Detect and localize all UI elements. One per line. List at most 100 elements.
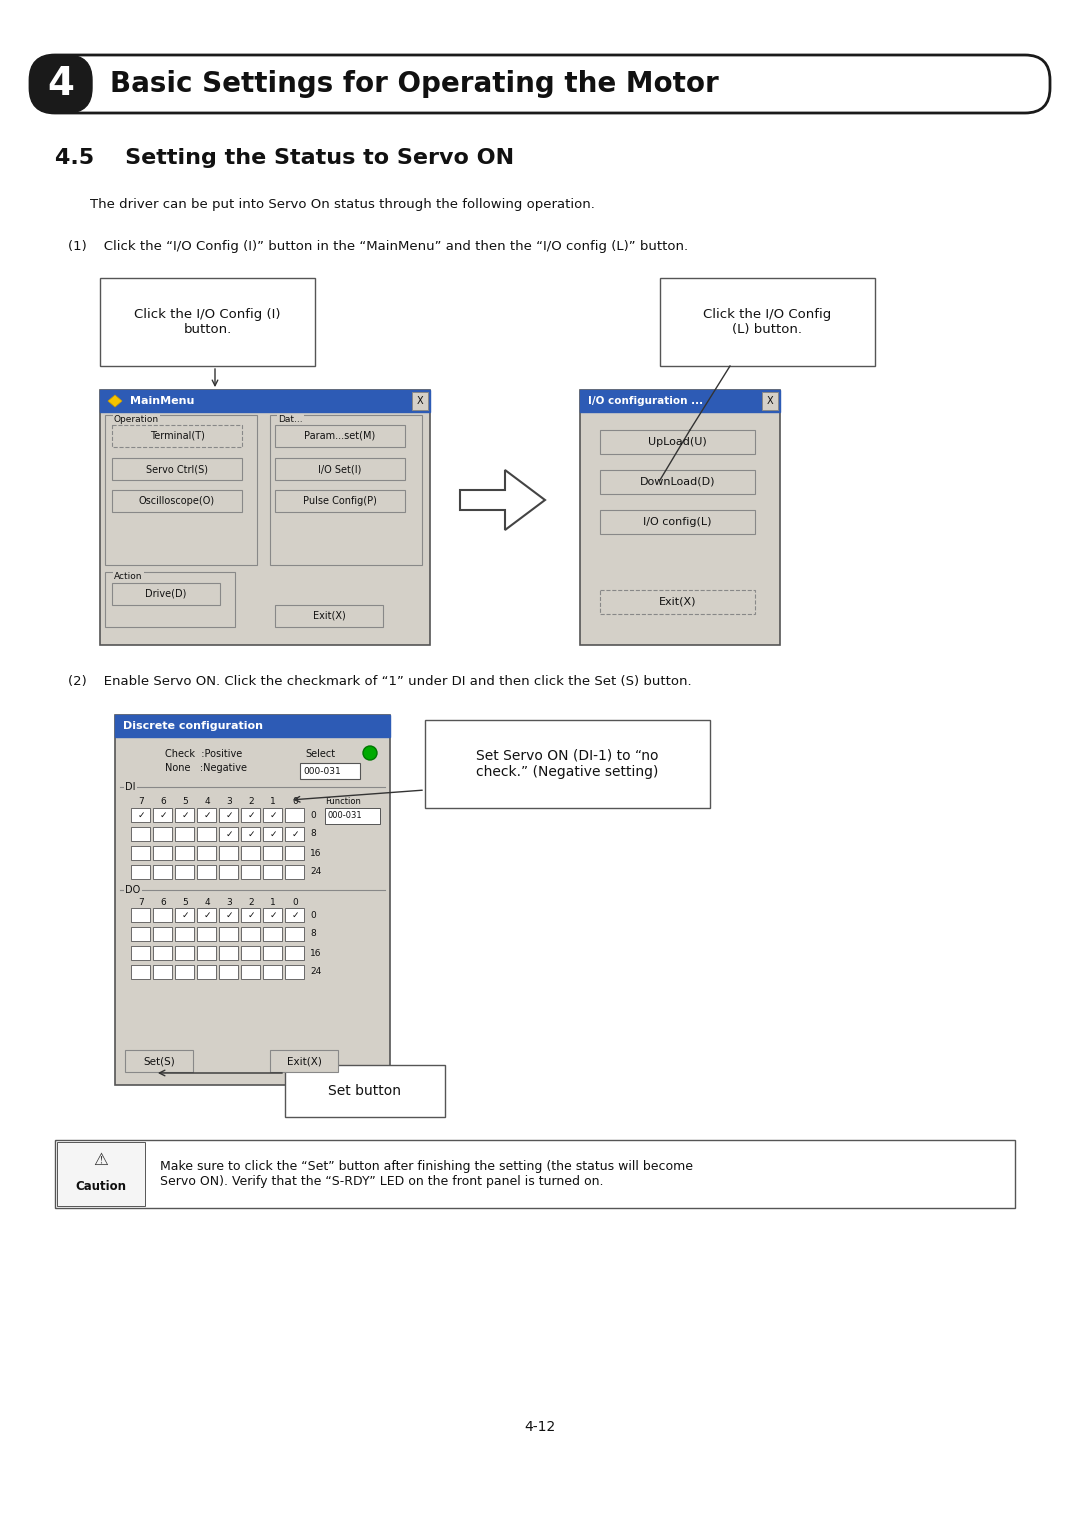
- Text: 5: 5: [183, 898, 188, 908]
- Text: Function: Function: [325, 798, 361, 805]
- Text: Click the I/O Config
(L) button.: Click the I/O Config (L) button.: [703, 309, 832, 336]
- Text: 5: 5: [183, 798, 188, 805]
- Bar: [219, 808, 238, 822]
- Text: ✓: ✓: [203, 911, 211, 920]
- Text: 24: 24: [310, 868, 321, 877]
- Text: 0: 0: [310, 810, 315, 819]
- Text: ✓: ✓: [181, 911, 189, 920]
- Text: (1)    Click the “I/O Config (I)” button in the “MainMenu” and then the “I/O con: (1) Click the “I/O Config (I)” button in…: [68, 240, 688, 254]
- Text: 000-031: 000-031: [327, 811, 362, 821]
- Bar: [600, 590, 755, 614]
- Text: ✓: ✓: [247, 911, 255, 920]
- Bar: [241, 827, 260, 840]
- Bar: [426, 720, 710, 808]
- Bar: [153, 908, 172, 921]
- Bar: [285, 808, 303, 822]
- Bar: [153, 865, 172, 879]
- Text: 3: 3: [226, 798, 232, 805]
- Bar: [219, 865, 238, 879]
- Text: 2: 2: [248, 798, 254, 805]
- Bar: [197, 865, 216, 879]
- Text: ✓: ✓: [269, 810, 276, 819]
- Bar: [600, 429, 755, 454]
- Bar: [175, 908, 194, 921]
- Bar: [131, 847, 150, 860]
- Bar: [241, 908, 260, 921]
- Bar: [197, 847, 216, 860]
- Text: 4.5    Setting the Status to Servo ON: 4.5 Setting the Status to Servo ON: [55, 148, 514, 168]
- Bar: [762, 393, 778, 410]
- Bar: [219, 946, 238, 960]
- Bar: [285, 827, 303, 840]
- Text: Basic Settings for Operating the Motor: Basic Settings for Operating the Motor: [110, 70, 719, 98]
- Text: ✓: ✓: [247, 830, 255, 839]
- Bar: [100, 278, 315, 367]
- Text: 0: 0: [292, 798, 298, 805]
- Bar: [264, 908, 282, 921]
- Text: Exit(X): Exit(X): [312, 611, 346, 620]
- Text: Caution: Caution: [76, 1180, 126, 1192]
- Bar: [175, 827, 194, 840]
- Bar: [219, 908, 238, 921]
- Text: ✓: ✓: [159, 810, 166, 819]
- Text: ✓: ✓: [292, 830, 299, 839]
- Text: 24: 24: [310, 967, 321, 976]
- Text: Operation: Operation: [114, 416, 159, 423]
- Text: The driver can be put into Servo On status through the following operation.: The driver can be put into Servo On stat…: [90, 199, 595, 211]
- Bar: [112, 425, 242, 448]
- Text: ✓: ✓: [137, 810, 145, 819]
- Bar: [285, 927, 303, 941]
- Text: (2)    Enable Servo ON. Click the checkmark of “1” under DI and then click the S: (2) Enable Servo ON. Click the checkmark…: [68, 675, 691, 688]
- FancyBboxPatch shape: [30, 55, 1050, 113]
- Text: 4: 4: [204, 898, 210, 908]
- FancyBboxPatch shape: [30, 55, 92, 113]
- Bar: [175, 808, 194, 822]
- Bar: [100, 390, 430, 413]
- Bar: [105, 571, 235, 626]
- Bar: [131, 865, 150, 879]
- Text: ✓: ✓: [203, 810, 211, 819]
- Bar: [131, 827, 150, 840]
- Text: 6: 6: [160, 798, 166, 805]
- Text: Exit(X): Exit(X): [286, 1056, 322, 1067]
- Text: ✓: ✓: [181, 810, 189, 819]
- Text: Terminal(T): Terminal(T): [149, 431, 204, 442]
- Bar: [241, 847, 260, 860]
- Bar: [114, 715, 390, 1085]
- Bar: [300, 762, 360, 779]
- Text: 1: 1: [270, 898, 275, 908]
- Bar: [153, 966, 172, 979]
- Bar: [219, 966, 238, 979]
- Bar: [131, 966, 150, 979]
- Text: Select: Select: [305, 749, 335, 759]
- Bar: [270, 1050, 338, 1073]
- Text: ✓: ✓: [269, 911, 276, 920]
- Text: 16: 16: [310, 848, 322, 857]
- Bar: [175, 927, 194, 941]
- Text: ✓: ✓: [247, 810, 255, 819]
- Text: 7: 7: [138, 798, 144, 805]
- Bar: [100, 390, 430, 645]
- Text: 4-12: 4-12: [525, 1420, 555, 1433]
- Text: Drive(D): Drive(D): [146, 588, 187, 599]
- Text: Param...set(M): Param...set(M): [305, 431, 376, 442]
- Text: Set(S): Set(S): [144, 1056, 175, 1067]
- Bar: [153, 808, 172, 822]
- Bar: [153, 827, 172, 840]
- Bar: [175, 966, 194, 979]
- Text: MainMenu: MainMenu: [130, 396, 194, 406]
- Text: ✓: ✓: [292, 911, 299, 920]
- Bar: [131, 908, 150, 921]
- Text: 4: 4: [204, 798, 210, 805]
- Bar: [114, 715, 390, 736]
- Bar: [241, 865, 260, 879]
- Text: I/O configuration ...: I/O configuration ...: [588, 396, 703, 406]
- Circle shape: [363, 746, 377, 759]
- Bar: [105, 416, 257, 565]
- Text: I/O config(L): I/O config(L): [644, 516, 712, 527]
- Bar: [197, 966, 216, 979]
- Text: ✓: ✓: [226, 911, 233, 920]
- Bar: [241, 946, 260, 960]
- Bar: [264, 946, 282, 960]
- Text: Pulse Config(P): Pulse Config(P): [303, 497, 377, 506]
